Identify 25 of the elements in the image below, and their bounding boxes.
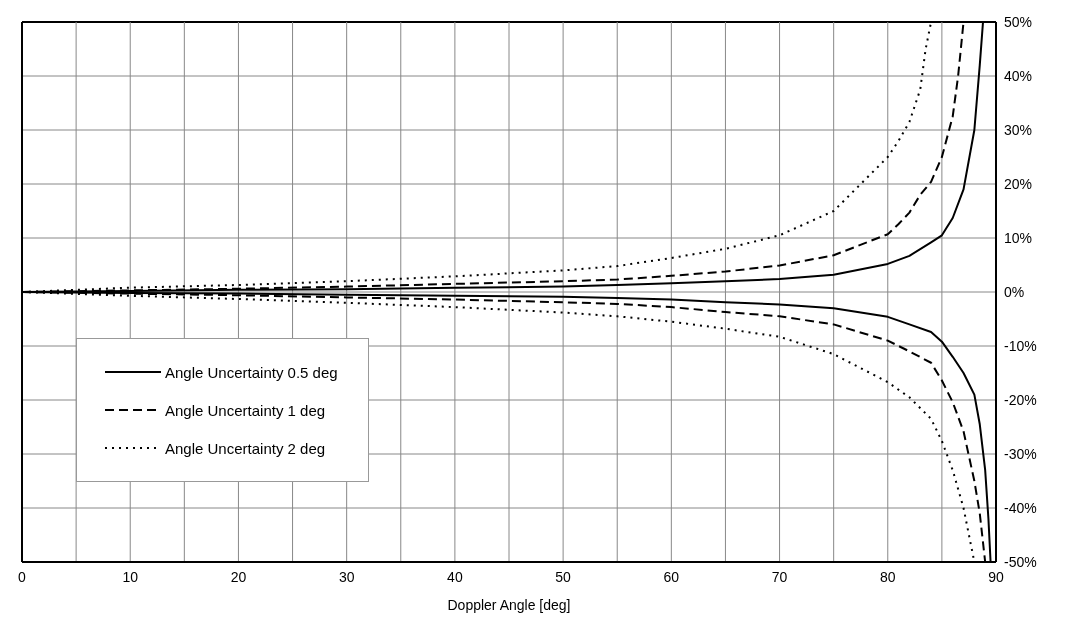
y-tick-label: -30%	[1004, 445, 1037, 462]
y-tick-label: 0%	[1004, 283, 1025, 300]
x-tick-label: 80	[879, 569, 896, 585]
legend-label: Angle Uncertainty 1 deg	[165, 401, 326, 419]
x-tick-label: 30	[338, 569, 355, 585]
x-tick-label: 90	[988, 569, 1004, 585]
y-tick-label: 20%	[1004, 175, 1033, 192]
y-tick-label: -50%	[1004, 553, 1037, 570]
legend-label: Angle Uncertainty 0.5 deg	[165, 363, 338, 381]
x-tick-label: 40	[447, 569, 463, 585]
y-tick-label: 30%	[1004, 121, 1033, 138]
legend-label: Angle Uncertainty 2 deg	[165, 439, 326, 457]
x-axis-title: Doppler Angle [deg]	[447, 597, 571, 613]
x-tick-label: 50	[555, 569, 572, 585]
x-tick-label: 60	[663, 569, 680, 585]
x-tick-label: 0	[18, 569, 27, 585]
y-tick-label: 50%	[1004, 13, 1033, 30]
y-tick-label: 10%	[1004, 229, 1033, 246]
y-tick-label: 40%	[1004, 67, 1033, 84]
x-tick-label: 20	[230, 569, 247, 585]
y-tick-label: -20%	[1004, 391, 1037, 408]
y-tick-label: -10%	[1004, 337, 1037, 354]
x-tick-label: 10	[122, 569, 139, 585]
x-tick-label: 70	[771, 569, 788, 585]
y-tick-label: -40%	[1004, 499, 1037, 516]
